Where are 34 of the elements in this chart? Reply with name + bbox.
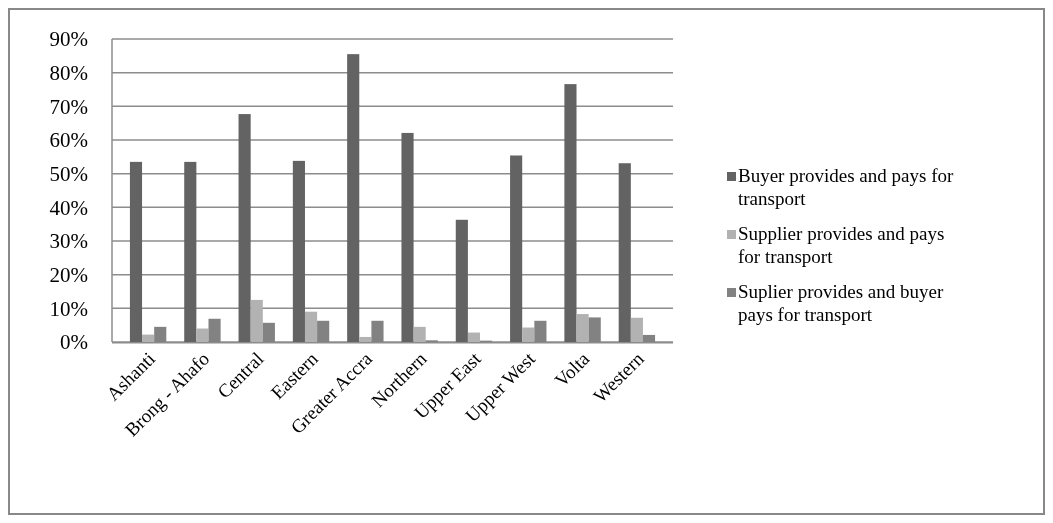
- y-tick-label: 20%: [49, 263, 88, 288]
- legend-label: Buyer provides and pays for transport: [738, 165, 954, 209]
- bar: [142, 334, 155, 342]
- y-tick-label: 80%: [49, 61, 88, 86]
- bar: [576, 314, 589, 342]
- y-tick-label: 30%: [49, 229, 88, 254]
- y-tick-label: 90%: [49, 27, 88, 52]
- bar: [401, 132, 414, 342]
- bar: [510, 155, 523, 342]
- x-tick-label: Volta: [550, 347, 594, 391]
- legend-label: Supplier provides and pays for transport: [738, 223, 945, 267]
- y-tick-label: 50%: [49, 162, 88, 187]
- legend-label: Suplier provides and buyer pays for transport: [738, 281, 944, 325]
- bar: [347, 54, 360, 342]
- bar: [238, 114, 251, 342]
- y-tick-label: 10%: [49, 296, 88, 321]
- bar: [359, 336, 372, 342]
- bar: [522, 327, 535, 342]
- y-tick-label: 0%: [60, 330, 88, 355]
- y-tick-label: 60%: [49, 128, 88, 153]
- bar: [304, 311, 318, 342]
- bar: [618, 163, 631, 342]
- bar: [413, 326, 426, 342]
- bar: [292, 160, 305, 342]
- bar: [564, 84, 577, 342]
- bar: [196, 328, 209, 342]
- y-tick-label: 70%: [49, 94, 88, 119]
- bar: [184, 161, 197, 342]
- bar: [129, 161, 143, 342]
- bar: [455, 219, 468, 342]
- y-tick-label: 40%: [49, 195, 88, 220]
- bar: [250, 299, 263, 342]
- bar: [630, 317, 643, 342]
- bar: [467, 332, 481, 342]
